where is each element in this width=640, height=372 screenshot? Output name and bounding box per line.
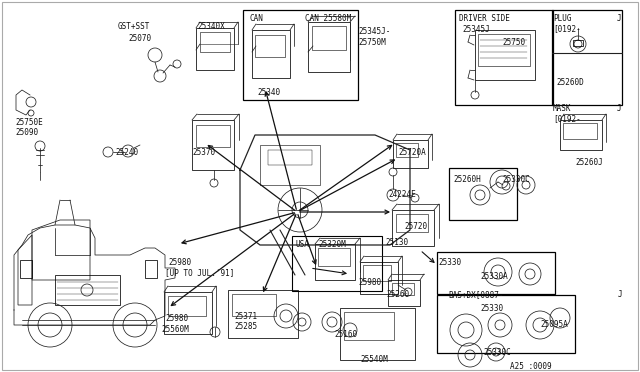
Text: 25340X: 25340X: [197, 22, 225, 31]
Text: PLUG: PLUG: [553, 14, 572, 23]
Bar: [396, 143, 418, 157]
Text: 25750: 25750: [502, 38, 525, 47]
Bar: [192, 120, 234, 170]
Text: GST+SST: GST+SST: [118, 22, 150, 31]
Bar: [573, 40, 583, 46]
Bar: [563, 123, 597, 139]
Text: 25345J: 25345J: [462, 25, 490, 34]
Bar: [196, 28, 234, 70]
Text: 25371: 25371: [234, 312, 257, 321]
Text: 25540M: 25540M: [360, 355, 388, 364]
Bar: [392, 210, 434, 246]
Bar: [340, 308, 415, 360]
Bar: [393, 140, 428, 168]
Text: [0192-: [0192-: [553, 114, 580, 123]
Bar: [168, 296, 206, 316]
Text: BAS+DX[0887-: BAS+DX[0887-: [448, 290, 504, 299]
Bar: [145, 260, 157, 278]
Bar: [228, 290, 298, 338]
Text: 25720A: 25720A: [398, 148, 426, 157]
Bar: [312, 26, 346, 50]
Text: 25285: 25285: [234, 322, 257, 331]
Bar: [255, 35, 285, 57]
Text: 25160: 25160: [334, 330, 357, 339]
Text: 25130: 25130: [385, 238, 408, 247]
Bar: [437, 295, 575, 353]
Bar: [478, 34, 530, 66]
Text: CAN 25580M: CAN 25580M: [305, 14, 351, 23]
Text: 25260H: 25260H: [453, 175, 481, 184]
Text: [UP TO JUL.'91]: [UP TO JUL.'91]: [165, 268, 234, 277]
Text: 25070: 25070: [128, 34, 151, 43]
Bar: [396, 214, 428, 232]
Bar: [200, 32, 230, 52]
Bar: [252, 30, 290, 78]
Text: [0192-: [0192-: [553, 24, 580, 33]
Text: 25720: 25720: [404, 222, 427, 231]
Text: 25320M: 25320M: [318, 240, 346, 249]
Text: 25260J: 25260J: [575, 158, 603, 167]
Text: 25750E: 25750E: [15, 118, 43, 127]
Bar: [437, 252, 555, 294]
Text: 25090: 25090: [15, 128, 38, 137]
Bar: [360, 262, 398, 294]
Bar: [344, 312, 394, 340]
Text: 25330: 25330: [438, 258, 461, 267]
Bar: [392, 283, 414, 295]
Text: 25340: 25340: [257, 88, 280, 97]
Bar: [475, 30, 535, 80]
Bar: [243, 10, 358, 100]
Bar: [552, 10, 622, 105]
Bar: [308, 22, 350, 72]
Text: J: J: [617, 14, 621, 23]
Bar: [20, 260, 32, 278]
Text: 25240: 25240: [115, 148, 138, 157]
Text: MASK: MASK: [553, 104, 572, 113]
Text: 25980: 25980: [168, 258, 191, 267]
Text: J: J: [618, 290, 623, 299]
Text: 24224E: 24224E: [388, 190, 416, 199]
Bar: [318, 248, 350, 266]
Bar: [455, 10, 553, 105]
Text: 25330A: 25330A: [480, 272, 508, 281]
Bar: [164, 292, 212, 334]
Text: 25370: 25370: [192, 148, 215, 157]
Text: J: J: [617, 104, 621, 113]
Text: 25330: 25330: [480, 304, 503, 313]
Text: 25330C: 25330C: [502, 175, 530, 184]
Bar: [388, 280, 420, 306]
Text: A25 :0009: A25 :0009: [510, 362, 552, 371]
Text: 25330C: 25330C: [483, 348, 511, 357]
Text: 25980: 25980: [358, 278, 381, 287]
Bar: [560, 120, 602, 150]
Text: DRIVER SIDE: DRIVER SIDE: [459, 14, 510, 23]
Bar: [55, 275, 120, 305]
Bar: [315, 244, 355, 280]
Bar: [196, 125, 230, 147]
Bar: [363, 265, 391, 281]
Text: 25560M: 25560M: [161, 325, 189, 334]
Bar: [449, 168, 517, 220]
Text: 25260: 25260: [386, 290, 409, 299]
Bar: [292, 236, 382, 291]
Text: 25095A: 25095A: [540, 320, 568, 329]
Text: 25750M: 25750M: [358, 38, 386, 47]
Text: 25260D: 25260D: [556, 78, 584, 87]
Text: 25345J-: 25345J-: [358, 27, 390, 36]
Bar: [232, 294, 276, 316]
Bar: [268, 150, 312, 165]
Text: CAN: CAN: [249, 14, 263, 23]
Bar: [260, 145, 320, 185]
Text: USA: USA: [295, 240, 309, 249]
Text: 25980: 25980: [165, 314, 188, 323]
